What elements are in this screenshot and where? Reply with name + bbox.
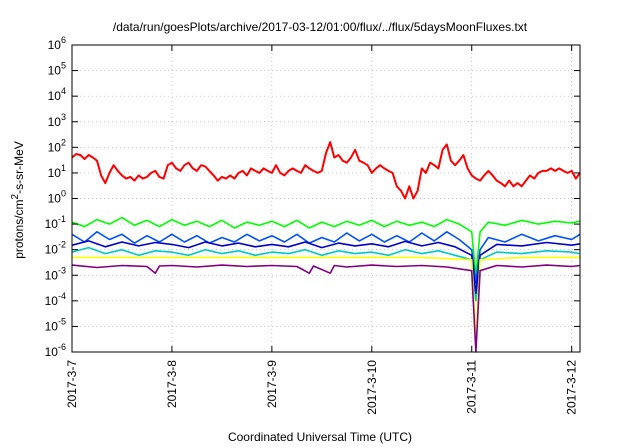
y-tick-label: 104 bbox=[48, 86, 66, 103]
series-line bbox=[71, 246, 581, 302]
y-tick-label: 103 bbox=[48, 112, 66, 129]
x-tick-label: 2017-3-11 bbox=[465, 360, 479, 414]
x-tick-label: 2017-3-9 bbox=[265, 360, 279, 408]
x-tick-label: 2017-3-12 bbox=[565, 360, 579, 415]
series-line bbox=[71, 141, 581, 200]
y-tick-label: 101 bbox=[48, 163, 66, 180]
x-axis-label: Coordinated Universal Time (UTC) bbox=[227, 430, 413, 444]
y-tick-label: 10-2 bbox=[45, 240, 66, 257]
y-tick-label: 100 bbox=[48, 189, 66, 206]
series-line bbox=[72, 256, 580, 341]
x-tick-label: 2017-3-7 bbox=[65, 360, 79, 408]
y-tick-label: 10-5 bbox=[45, 316, 66, 333]
y-tick-label: 105 bbox=[48, 61, 66, 78]
y-tick-label: 10-6 bbox=[45, 342, 66, 359]
x-tick-label: 2017-3-10 bbox=[365, 360, 379, 415]
series-line bbox=[71, 231, 581, 284]
series-line bbox=[71, 216, 581, 277]
y-tick-label: 10-3 bbox=[45, 265, 66, 282]
y-tick-label: 106 bbox=[48, 35, 66, 52]
series-line bbox=[71, 264, 581, 353]
x-tick-label: 2017-3-8 bbox=[165, 360, 179, 408]
chart-title: /data/run/goesPlots/archive/2017-03-12/0… bbox=[112, 20, 528, 34]
y-tick-label: 10-1 bbox=[45, 214, 66, 231]
y-tick-label: 102 bbox=[48, 137, 66, 154]
y-tick-label: 10-4 bbox=[45, 291, 66, 308]
